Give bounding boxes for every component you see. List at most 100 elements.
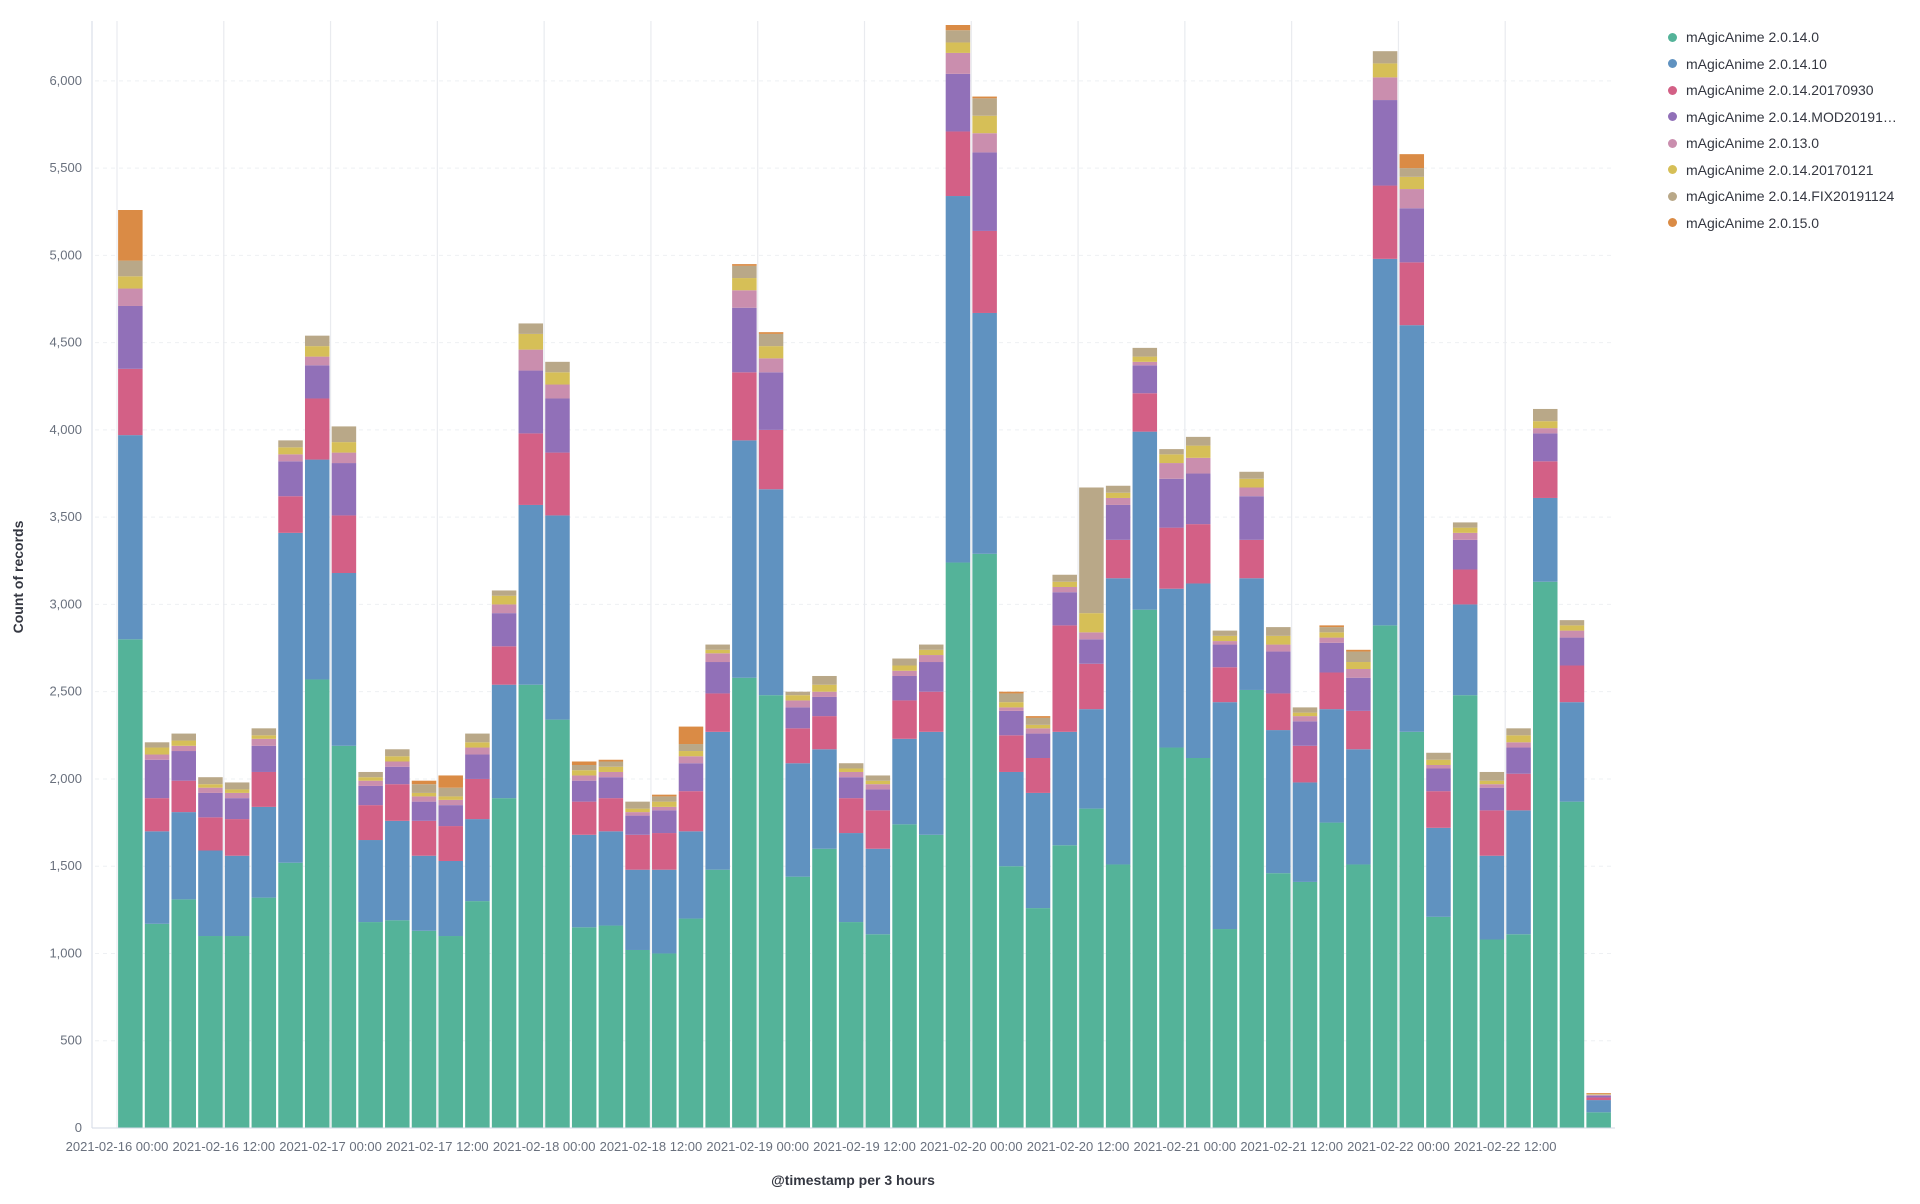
bar-segment[interactable] — [972, 98, 997, 116]
bar-segment[interactable] — [518, 433, 544, 505]
bar-segment[interactable] — [1025, 724, 1051, 729]
bar-segment[interactable] — [865, 789, 891, 811]
bar-segment[interactable] — [678, 918, 704, 1128]
legend-item[interactable]: mAgicAnime 2.0.13.0 — [1668, 130, 1918, 157]
bar-segment[interactable] — [224, 855, 250, 937]
bar-segment[interactable] — [1105, 539, 1131, 579]
bar-segment[interactable] — [1533, 421, 1558, 429]
bar-segment[interactable] — [1452, 522, 1478, 528]
bar-segment[interactable] — [1559, 665, 1585, 703]
bar-segment[interactable] — [892, 665, 917, 671]
bar-segment[interactable] — [1212, 630, 1238, 636]
legend-item[interactable]: mAgicAnime 2.0.14.20170930 — [1668, 77, 1918, 104]
bar-segment[interactable] — [304, 459, 330, 680]
bar-segment[interactable] — [945, 52, 971, 74]
legend-item[interactable]: mAgicAnime 2.0.14.0 — [1668, 24, 1918, 51]
bar-segment[interactable] — [1239, 539, 1264, 579]
bar-segment[interactable] — [785, 728, 811, 764]
bar-segment[interactable] — [1452, 569, 1478, 605]
bar-segment[interactable] — [571, 764, 597, 771]
bar-segment[interactable] — [518, 370, 544, 434]
bar-segment[interactable] — [1533, 433, 1558, 462]
bar-segment[interactable] — [625, 815, 650, 835]
bar-segment[interactable] — [278, 454, 303, 462]
bar-segment[interactable] — [625, 808, 650, 813]
bar-segment[interactable] — [385, 820, 410, 921]
bar-segment[interactable] — [812, 696, 837, 717]
bar-segment[interactable] — [278, 447, 303, 455]
bar-segment[interactable] — [1346, 864, 1371, 1128]
bar-segment[interactable] — [999, 702, 1024, 708]
bar-segment[interactable] — [732, 278, 757, 291]
bar-segment[interactable] — [678, 831, 704, 919]
bar-segment[interactable] — [598, 759, 624, 762]
bar-segment[interactable] — [625, 834, 650, 870]
legend-item[interactable]: mAgicAnime 2.0.14.MOD20191… — [1668, 104, 1918, 131]
bar-segment[interactable] — [491, 604, 517, 614]
bar-segment[interactable] — [251, 806, 277, 898]
bar-segment[interactable] — [918, 649, 944, 656]
bar-segment[interactable] — [1452, 695, 1478, 1128]
bar-segment[interactable] — [758, 489, 784, 696]
bar-segment[interactable] — [732, 264, 757, 266]
bar-segment[interactable] — [118, 368, 143, 436]
bar-segment[interactable] — [411, 796, 437, 802]
bar-segment[interactable] — [812, 848, 837, 1128]
bar-segment[interactable] — [411, 930, 437, 1128]
bar-segment[interactable] — [1452, 532, 1478, 540]
bar-segment[interactable] — [1426, 764, 1451, 769]
bar-segment[interactable] — [999, 710, 1024, 736]
bars-layer[interactable] — [118, 25, 1611, 1128]
bar-segment[interactable] — [465, 747, 490, 755]
bar-segment[interactable] — [224, 936, 250, 1128]
bar-segment[interactable] — [304, 346, 330, 357]
bar-segment[interactable] — [1079, 808, 1104, 1128]
bar-segment[interactable] — [678, 756, 704, 764]
bar-segment[interactable] — [1506, 934, 1531, 1128]
bar-segment[interactable] — [732, 265, 757, 279]
bar-segment[interactable] — [1426, 759, 1451, 765]
bar-segment[interactable] — [1586, 1093, 1611, 1094]
bar-segment[interactable] — [1185, 445, 1211, 458]
bar-segment[interactable] — [1399, 168, 1425, 177]
bar-segment[interactable] — [705, 693, 730, 732]
bar-segment[interactable] — [1266, 635, 1291, 645]
bar-segment[interactable] — [812, 675, 837, 685]
bar-segment[interactable] — [518, 333, 544, 350]
bar-segment[interactable] — [438, 796, 463, 800]
legend-item[interactable]: mAgicAnime 2.0.14.FIX20191124 — [1668, 183, 1918, 210]
bar-segment[interactable] — [625, 801, 650, 809]
bar-segment[interactable] — [358, 785, 383, 806]
bar-segment[interactable] — [1372, 185, 1398, 259]
bar-segment[interactable] — [1479, 784, 1505, 788]
bar-segment[interactable] — [1506, 773, 1531, 811]
bar-segment[interactable] — [1399, 262, 1425, 326]
bar-segment[interactable] — [1079, 709, 1104, 809]
bar-segment[interactable] — [1239, 496, 1264, 540]
bar-segment[interactable] — [785, 700, 811, 708]
bar-segment[interactable] — [491, 613, 517, 647]
bar-segment[interactable] — [171, 899, 196, 1128]
bar-segment[interactable] — [571, 801, 597, 835]
bar-segment[interactable] — [999, 866, 1024, 1128]
bar-segment[interactable] — [1105, 864, 1131, 1128]
bar-segment[interactable] — [785, 763, 811, 877]
bar-segment[interactable] — [732, 372, 757, 441]
bar-segment[interactable] — [224, 819, 250, 856]
bar-segment[interactable] — [358, 840, 383, 923]
bar-segment[interactable] — [1346, 669, 1371, 678]
bar-segment[interactable] — [545, 719, 570, 1128]
bar-segment[interactable] — [1052, 625, 1077, 732]
bar-segment[interactable] — [358, 771, 383, 778]
bar-segment[interactable] — [1052, 731, 1077, 846]
bar-segment[interactable] — [918, 662, 944, 692]
bar-segment[interactable] — [1025, 792, 1051, 909]
bar-segment[interactable] — [598, 766, 624, 772]
bar-segment[interactable] — [118, 210, 143, 261]
bar-segment[interactable] — [545, 372, 570, 385]
bar-segment[interactable] — [304, 398, 330, 460]
bar-segment[interactable] — [652, 869, 677, 954]
bar-segment[interactable] — [251, 728, 277, 736]
bar-segment[interactable] — [945, 25, 971, 31]
bar-segment[interactable] — [1159, 449, 1184, 455]
